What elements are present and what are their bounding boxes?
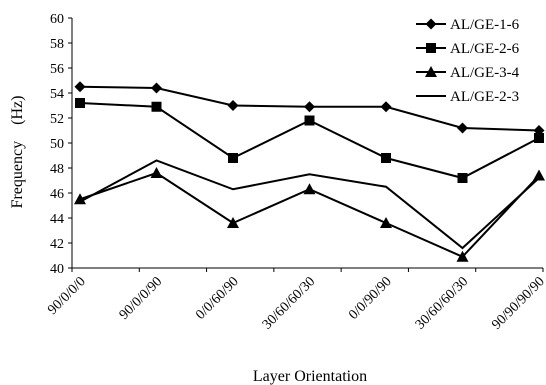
data-point [304,115,315,126]
series-4 [79,159,540,250]
x-tick-label: 90/0/0/90 [117,274,166,323]
series-line [79,159,540,250]
y-tick-label: 42 [50,237,64,252]
legend-entry: AL/GE-1-6 [416,17,520,33]
data-point [74,193,86,205]
data-point [380,101,392,113]
data-point [150,167,163,178]
legend-marker [425,66,437,77]
legend-label: AL/GE-3-4 [450,65,520,81]
y-axis-title: Frequency (Hz) [9,96,26,209]
data-point [534,133,544,143]
x-tick-label: 90/0/0/0 [45,274,89,318]
y-tick-label: 58 [50,37,64,52]
y-tick-label: 46 [50,187,64,202]
data-point [74,81,86,93]
series-2 [75,98,544,183]
y-tick-label: 54 [50,87,64,102]
data-point [533,169,545,181]
x-tick-labels: 90/0/0/0 90/0/0/90 0/0/60/90 30/60/60/30 0/0… [45,274,546,332]
data-point [227,217,239,228]
y-tick-labels: 40 42 44 46 48 50 52 54 56 58 60 [50,12,64,277]
x-tick-label: 0/0/90/90 [346,274,395,323]
data-point [227,100,239,111]
y-tick-label: 60 [50,12,64,27]
legend: AL/GE-1-6 AL/GE-2-6 AL/GE-3-4 AL/GE-2-3 [416,17,520,105]
data-point [456,250,469,262]
legend-label: AL/GE-1-6 [450,17,520,33]
y-tick-label: 40 [50,262,64,277]
legend-entry: AL/GE-3-4 [416,65,520,81]
y-tick-label: 52 [50,112,64,127]
y-tick-label: 50 [50,137,64,152]
data-point [303,183,316,195]
legend-entry: AL/GE-2-3 [416,89,519,105]
legend-marker [426,43,436,53]
data-point [228,153,238,163]
legend-marker [425,18,437,30]
series-3 [74,167,545,262]
legend-label: AL/GE-2-6 [450,41,520,57]
data-point [457,173,468,183]
legend-entry: AL/GE-2-6 [416,41,520,57]
y-tick-label: 56 [50,62,64,77]
y-tick-label: 48 [50,162,64,177]
data-point [304,101,315,113]
x-axis-title: Layer Orientation [253,368,367,385]
axes [68,17,544,272]
x-tick-label: 0/0/60/90 [193,274,242,323]
x-tick-label: 30/60/60/30 [413,274,471,332]
data-point [75,98,85,108]
data-point [381,153,391,163]
series-group [74,81,545,262]
data-point [380,217,392,228]
series-line [79,102,540,180]
x-tick-label: 30/60/60/30 [260,274,318,332]
data-point [457,122,468,134]
y-tick-label: 44 [50,212,64,227]
legend-label: AL/GE-2-3 [450,89,519,105]
x-tick-label: 90/90/90/90 [489,274,546,332]
data-point [151,82,162,94]
data-point [151,101,162,112]
series-1 [74,81,545,136]
